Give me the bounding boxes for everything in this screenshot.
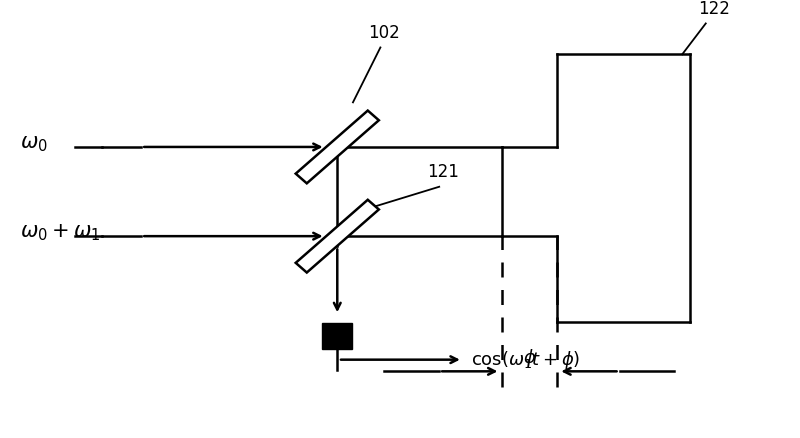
Bar [322, 323, 352, 350]
Text: 121: 121 [427, 163, 459, 181]
Text: $\omega_0$: $\omega_0$ [20, 134, 48, 153]
Polygon shape [296, 110, 379, 184]
Text: $\omega_0 + \omega_1$: $\omega_0 + \omega_1$ [20, 223, 100, 243]
Text: 102: 102 [369, 24, 400, 42]
Polygon shape [296, 200, 379, 272]
Text: $\phi$: $\phi$ [522, 346, 536, 369]
Text: 122: 122 [698, 0, 730, 18]
Text: $\cos(\omega_1 t + \phi)$: $\cos(\omega_1 t + \phi)$ [470, 349, 580, 371]
